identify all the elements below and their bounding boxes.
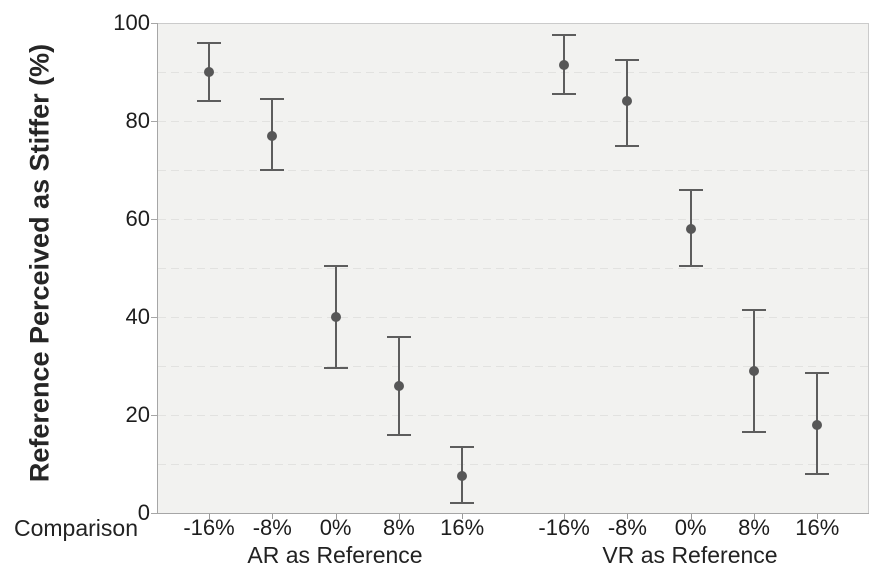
gridline <box>158 317 868 318</box>
data-point-marker <box>457 471 468 482</box>
data-point-marker <box>204 67 214 77</box>
error-bar-cap-top <box>260 97 285 100</box>
y-tick-mark <box>151 121 157 122</box>
error-bar-cap-bottom <box>323 367 348 370</box>
x-tick-mark <box>398 514 400 519</box>
error-bar-cap-bottom <box>805 472 830 475</box>
error-bar-cap-bottom <box>678 264 703 267</box>
gridline <box>158 268 868 269</box>
group-label-ar: AR as Reference <box>247 542 423 567</box>
y-tick-mark <box>151 23 157 24</box>
x-tick-mark <box>272 514 274 519</box>
x-tick-label: 0% <box>319 515 352 540</box>
x-tick-mark <box>335 514 337 519</box>
x-tick-mark <box>754 514 755 519</box>
error-bar-cap-top <box>197 41 221 44</box>
y-tick-label: 80 <box>125 108 150 133</box>
gridline <box>158 366 868 367</box>
data-point-marker <box>685 223 696 234</box>
plot-border-right <box>868 23 869 513</box>
gridline <box>158 121 868 122</box>
y-tick-label: 60 <box>125 206 150 231</box>
error-bar-cap-bottom <box>386 433 411 436</box>
data-point-marker <box>267 130 278 141</box>
y-tick-label: 0 <box>137 500 150 525</box>
y-tick-label: 20 <box>125 402 150 427</box>
x-axis-label: Comparison <box>14 515 138 541</box>
group-label-vr: VR as Reference <box>602 542 778 567</box>
x-tick-mark <box>817 514 819 519</box>
plot-border-top <box>157 23 869 24</box>
gridline <box>158 170 868 171</box>
x-tick-label: -8% <box>607 515 647 540</box>
y-tick-label: 40 <box>125 304 150 329</box>
error-bar-cap-top <box>805 372 830 375</box>
x-tick-mark <box>690 514 692 519</box>
x-tick-label: -8% <box>252 515 292 540</box>
error-bar-cap-top <box>450 445 475 448</box>
x-tick-label: 16% <box>795 515 840 540</box>
error-bar-cap-top <box>615 58 640 61</box>
y-tick-label: 100 <box>113 10 150 35</box>
x-tick-label: 0% <box>674 515 707 540</box>
x-tick-mark <box>209 514 210 519</box>
y-tick-mark <box>151 415 157 416</box>
x-tick-mark <box>462 514 464 519</box>
x-tick-label: -16% <box>183 515 235 540</box>
y-axis-line <box>157 23 158 514</box>
x-tick-label: -16% <box>538 515 590 540</box>
error-bar-cap-top <box>552 34 577 37</box>
data-point-marker <box>393 380 404 391</box>
data-point-marker <box>559 59 570 70</box>
y-tick-mark <box>151 317 157 318</box>
y-tick-mark <box>151 219 157 220</box>
error-bar-cap-bottom <box>450 502 475 505</box>
data-point-marker <box>622 96 633 107</box>
data-point-marker <box>749 365 759 376</box>
error-bar-cap-bottom <box>260 169 285 171</box>
data-point-marker <box>330 312 341 322</box>
error-bar-cap-bottom <box>197 100 221 103</box>
error-bar-cap-top <box>386 335 411 338</box>
error-bar-cap-bottom <box>615 144 640 147</box>
gridline <box>158 415 868 416</box>
error-bar-cap-bottom <box>742 431 766 434</box>
error-bar-cap-top <box>678 188 703 191</box>
error-bar-cap-bottom <box>552 93 577 96</box>
error-bar-cap-top <box>323 264 348 267</box>
x-axis-line <box>157 513 869 514</box>
y-tick-mark <box>151 513 157 514</box>
gridline <box>158 72 868 73</box>
gridline <box>158 219 868 220</box>
x-tick-label: 8% <box>382 515 415 540</box>
x-tick-label: 8% <box>738 515 770 540</box>
x-tick-mark <box>564 514 566 519</box>
y-axis-title: Reference Perceived as Stiffer (%) <box>24 43 55 483</box>
gridline <box>158 464 868 465</box>
x-tick-mark <box>627 514 629 519</box>
error-bar-cap-top <box>742 308 766 311</box>
x-tick-label: 16% <box>440 515 485 540</box>
data-point-marker <box>812 419 823 430</box>
